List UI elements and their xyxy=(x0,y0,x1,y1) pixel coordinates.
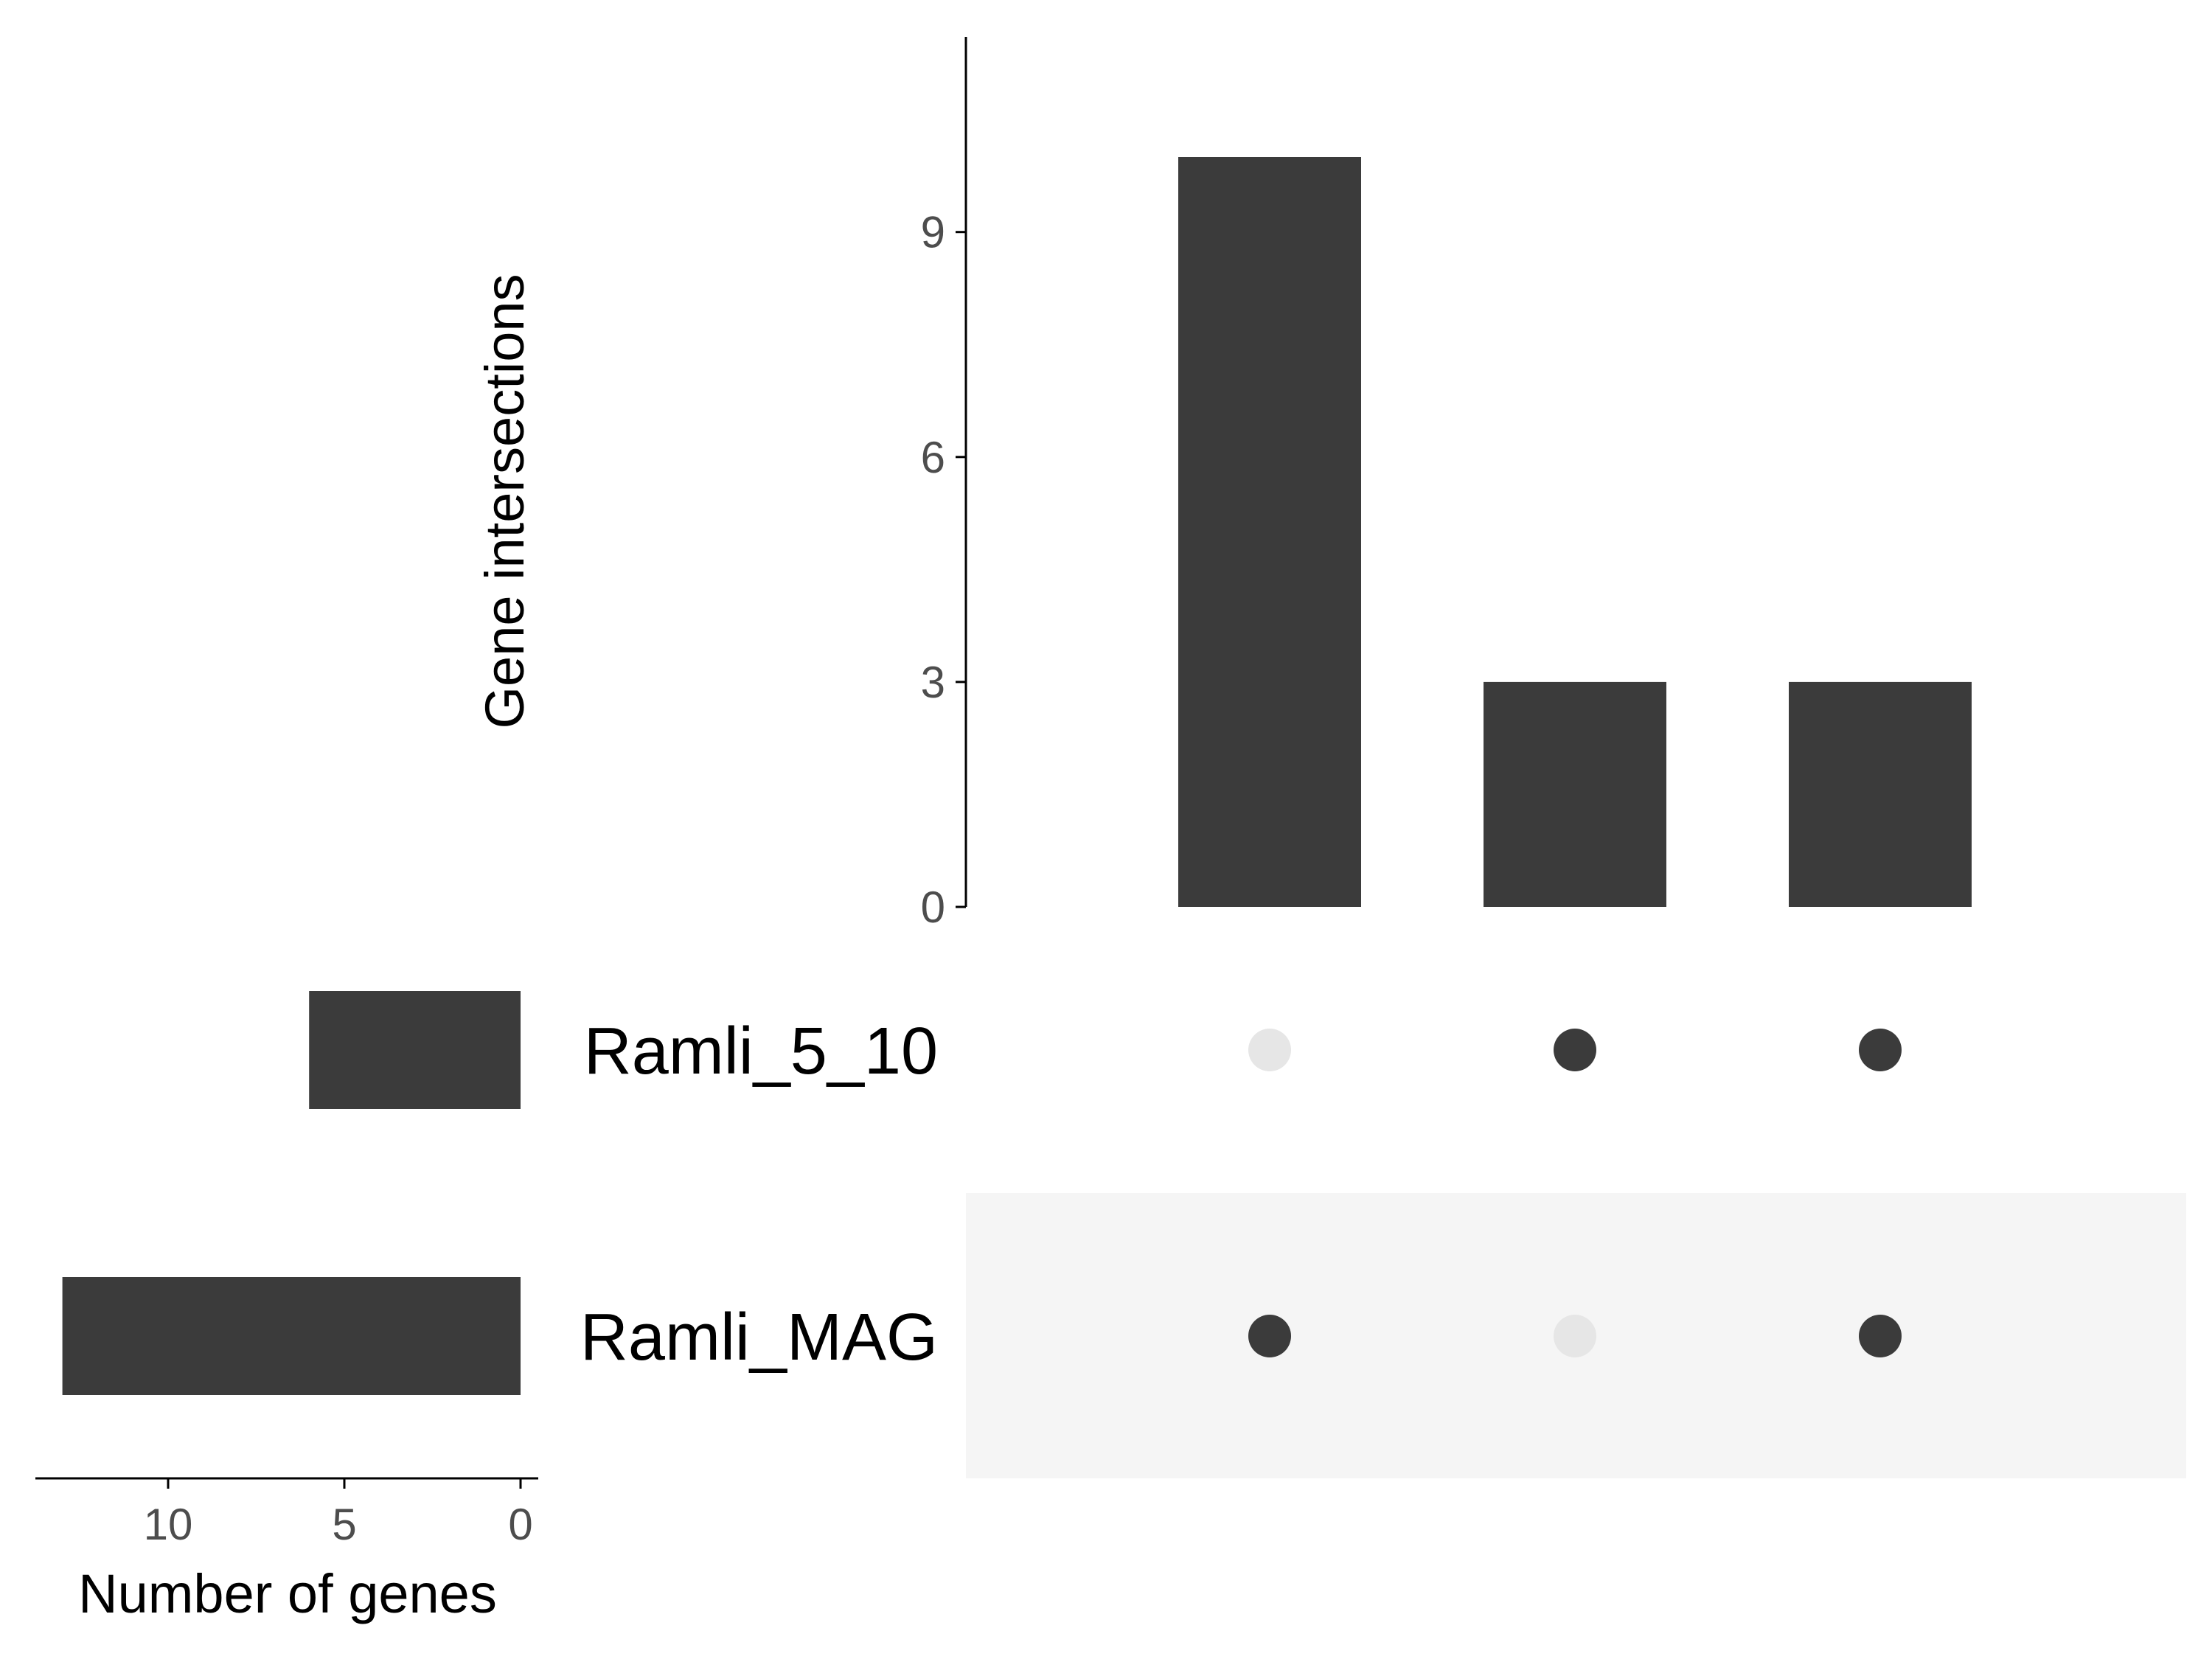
intersection-bar xyxy=(1484,681,1666,907)
matrix-dot-active xyxy=(1859,1315,1902,1357)
intersection-y-tick-label: 3 xyxy=(921,658,945,707)
intersection-y-tick-label: 9 xyxy=(921,208,945,257)
matrix-dot-active xyxy=(1859,1029,1902,1071)
intersection-y-axis-title: Gene intersections xyxy=(474,274,535,728)
matrix-dot-active xyxy=(1248,1315,1291,1357)
matrix-dot-inactive xyxy=(1554,1315,1596,1357)
matrix-dot-active xyxy=(1554,1029,1596,1071)
set-name-label: Ramli_5_10 xyxy=(584,1015,938,1088)
set-name-label: Ramli_MAG xyxy=(580,1301,938,1374)
intersection-bar xyxy=(1789,681,1972,907)
set-size-x-tick-label: 5 xyxy=(332,1500,356,1549)
intersection-y-tick-label: 0 xyxy=(921,883,945,932)
set-size-bar xyxy=(62,1277,521,1395)
intersection-y-tick-label: 6 xyxy=(921,433,945,482)
set-size-x-tick-label: 0 xyxy=(508,1500,532,1549)
set-size-x-axis-title: Number of genes xyxy=(78,1563,497,1624)
intersection-bar xyxy=(1178,157,1361,907)
set-size-x-tick-label: 10 xyxy=(144,1500,193,1549)
matrix-dot-inactive xyxy=(1248,1029,1291,1071)
set-size-bar xyxy=(309,991,521,1109)
